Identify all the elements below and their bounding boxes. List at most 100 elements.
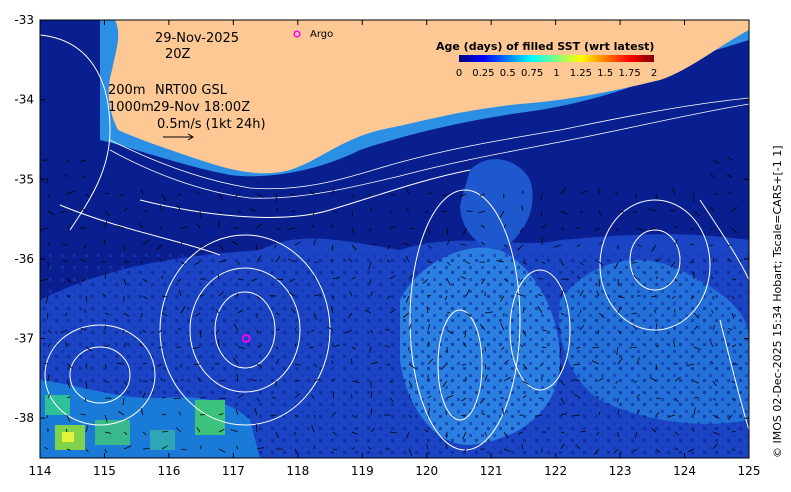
current-vector	[463, 227, 467, 236]
x-tick-label: 125	[738, 464, 761, 478]
current-vector	[161, 445, 168, 450]
current-vector	[500, 346, 505, 351]
current-vector	[215, 329, 220, 335]
current-vector	[351, 414, 356, 418]
current-vector	[104, 239, 106, 246]
current-vector	[327, 326, 334, 331]
current-vector	[104, 210, 111, 217]
current-vector	[255, 244, 258, 250]
current-vector	[197, 377, 201, 382]
current-vector	[408, 274, 413, 280]
current-vector	[408, 393, 411, 399]
current-vector	[445, 412, 448, 416]
current-vector	[633, 275, 638, 280]
current-vector	[199, 210, 202, 219]
current-vector	[178, 328, 182, 331]
current-vector	[446, 238, 451, 246]
current-vector	[709, 340, 714, 348]
current-vector	[503, 376, 511, 382]
current-vector	[673, 326, 676, 331]
current-vector	[503, 224, 507, 229]
current-vector	[294, 363, 302, 366]
current-vector	[655, 448, 661, 453]
current-vector	[45, 295, 49, 304]
current-vector	[389, 380, 393, 384]
current-vector	[386, 363, 391, 366]
current-vector	[651, 244, 657, 252]
current-vector	[80, 258, 87, 263]
x-tick-label: 115	[93, 464, 116, 478]
current-vector	[500, 322, 505, 331]
current-vector	[313, 238, 316, 246]
time-label: 20Z	[165, 47, 191, 62]
current-vector	[255, 424, 258, 433]
current-vector	[332, 448, 338, 451]
current-vector	[161, 396, 166, 399]
current-vector	[140, 189, 144, 195]
current-vector	[427, 395, 432, 399]
current-vector	[351, 276, 356, 280]
current-vector	[386, 259, 391, 263]
current-vector	[541, 329, 547, 332]
current-vector	[66, 448, 71, 451]
current-vector	[503, 431, 509, 439]
current-vector	[463, 448, 467, 453]
current-vector	[256, 255, 262, 263]
current-vector	[712, 431, 721, 436]
current-vector	[634, 431, 638, 439]
current-vector	[632, 448, 638, 452]
current-vector	[216, 309, 220, 314]
current-vector	[461, 363, 467, 366]
current-vector	[123, 380, 128, 386]
current-vector	[598, 261, 604, 266]
current-vector	[370, 361, 379, 365]
current-vector	[598, 278, 600, 287]
current-vector	[217, 274, 220, 280]
current-vector	[237, 393, 244, 399]
current-vector	[161, 413, 167, 416]
current-vector	[156, 363, 163, 368]
current-vector	[408, 346, 410, 351]
current-vector	[693, 210, 700, 217]
current-vector	[731, 295, 735, 300]
current-vector	[446, 394, 454, 399]
current-vector	[180, 240, 183, 246]
current-vector	[218, 397, 227, 400]
current-vector	[123, 342, 127, 348]
colorbar-tick-label: 0.25	[472, 68, 494, 79]
current-vector	[480, 241, 486, 246]
current-vector	[85, 346, 92, 352]
current-vector	[616, 346, 619, 355]
current-vector	[712, 257, 715, 263]
current-vector	[541, 224, 547, 229]
x-tick-label: 119	[351, 464, 374, 478]
isobaths	[109, 97, 749, 199]
current-vector	[593, 448, 600, 456]
colorbar-title: Age (days) of filled SST (wrt latest)	[436, 40, 654, 53]
current-vector	[65, 341, 68, 348]
current-vector	[446, 329, 453, 335]
current-vector	[499, 295, 505, 302]
current-vector	[403, 242, 410, 246]
current-vector	[159, 259, 163, 263]
current-vector	[579, 261, 584, 266]
isobath-label-1000m: 1000m	[108, 100, 154, 115]
current-vector	[161, 312, 168, 317]
current-vector	[727, 190, 733, 195]
current-vector	[217, 339, 220, 348]
current-vector	[176, 193, 182, 196]
current-vector	[235, 409, 239, 416]
current-vector	[617, 306, 621, 314]
current-vector	[161, 193, 167, 202]
current-vector	[560, 289, 564, 297]
current-vector	[199, 329, 202, 338]
current-vector	[631, 312, 638, 315]
current-vector	[218, 259, 227, 263]
current-vector	[364, 309, 372, 314]
current-vector	[142, 278, 148, 283]
current-vector	[142, 392, 146, 399]
current-vector	[596, 290, 600, 297]
current-vector	[649, 377, 657, 382]
isobath-label-200m: 200m	[108, 83, 145, 98]
colorbar-tick-label: 2	[651, 68, 657, 79]
